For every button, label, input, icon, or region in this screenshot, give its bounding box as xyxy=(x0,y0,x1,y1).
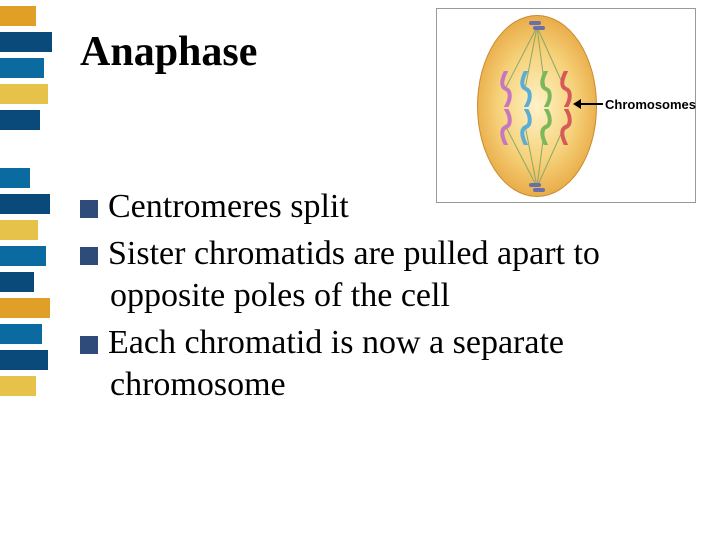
sidebar-bar xyxy=(0,168,30,188)
sidebar-bar xyxy=(0,58,44,78)
sidebar-bar xyxy=(0,324,42,344)
sidebar-bar xyxy=(0,350,48,370)
chromatid xyxy=(499,71,513,107)
chromosomes-label: Chromosomes xyxy=(605,97,696,112)
sidebar-bar xyxy=(0,272,34,292)
decorative-sidebar xyxy=(0,0,56,540)
chromatid xyxy=(559,71,573,107)
chromatid xyxy=(519,71,533,107)
chromatid xyxy=(539,71,553,107)
bullet-square-icon xyxy=(80,336,98,354)
sidebar-bar xyxy=(0,6,36,26)
centriole-top xyxy=(527,19,547,33)
chromatid xyxy=(519,109,533,145)
sidebar-bar xyxy=(0,246,46,266)
bullet-square-icon xyxy=(80,200,98,218)
bullet-square-icon xyxy=(80,247,98,265)
sidebar-bar xyxy=(0,32,52,52)
bullet-item: Each chromatid is now a separate chromos… xyxy=(80,322,680,407)
anaphase-diagram: Chromosomes xyxy=(436,8,696,203)
chromatid xyxy=(499,109,513,145)
sidebar-bar xyxy=(0,298,50,318)
sidebar-bar xyxy=(0,84,48,104)
sidebar-bar xyxy=(0,194,50,214)
bullet-item: Sister chromatids are pulled apart to op… xyxy=(80,233,680,318)
centriole-bottom xyxy=(527,181,547,195)
sidebar-bar xyxy=(0,110,40,130)
bullet-list: Centromeres splitSister chromatids are p… xyxy=(80,186,680,407)
chromatid xyxy=(539,109,553,145)
sidebar-bar xyxy=(0,220,38,240)
chromatid xyxy=(559,109,573,145)
label-leader-arrow xyxy=(573,99,581,109)
sidebar-bar xyxy=(0,376,36,396)
